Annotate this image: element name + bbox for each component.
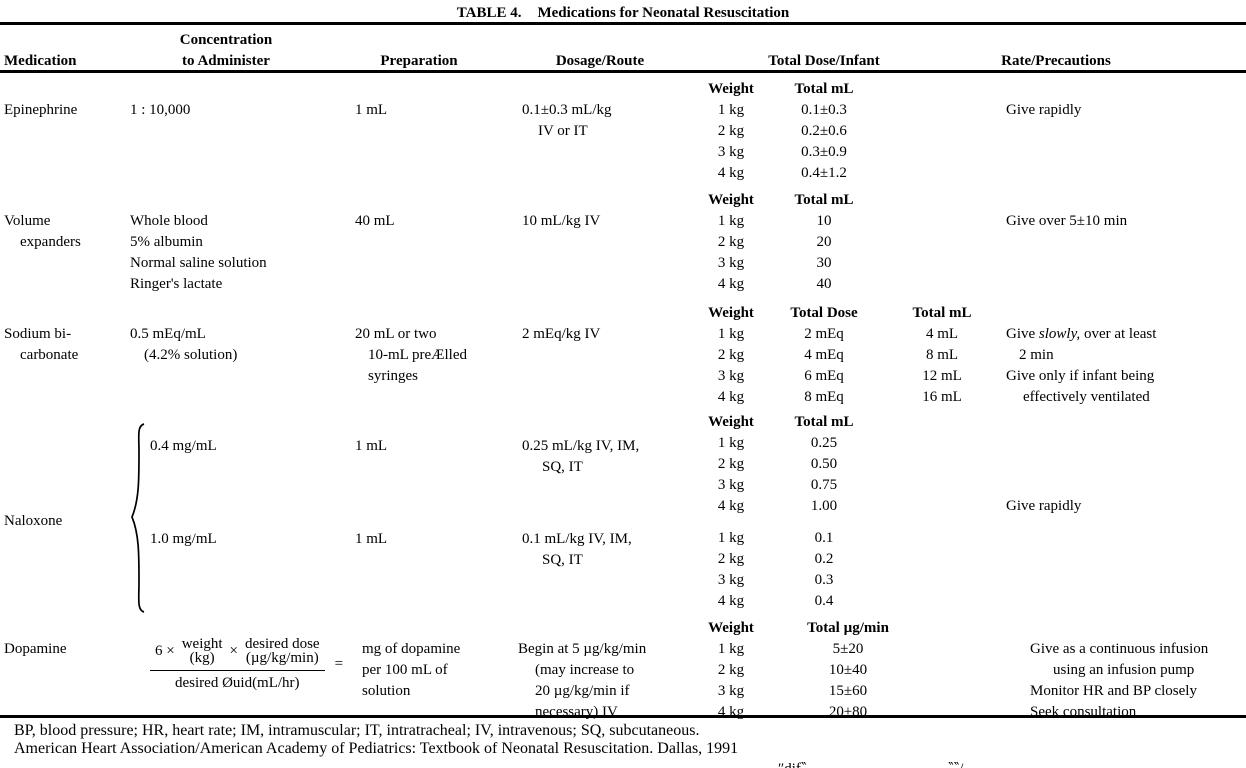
total-ml-values: 4 mL 8 mL 12 mL 16 mL — [922, 326, 962, 405]
preparation-value: mg of dopamine per 100 mL of solution — [362, 641, 461, 699]
bottom-rule — [0, 715, 1246, 718]
formula-weight-stack: weight (kg) — [181, 636, 223, 666]
col-header-preparation: Preparation — [380, 53, 458, 69]
formula-fraction: 6 × weight (kg) × desired dose (µg/kg/mi… — [150, 637, 325, 691]
total-ml-subheader: Total mL — [794, 192, 854, 208]
rate-line-4: effectively ventilated — [1023, 389, 1150, 405]
dosage-route-value: 10 mL/kg IV — [522, 213, 601, 229]
footnote-source: American Heart Association/American Acad… — [14, 740, 739, 757]
medication-name: Epinephrine — [4, 102, 78, 118]
naloxone-brace-icon — [131, 423, 145, 613]
total-ug-min-subheader: Total µg/min — [807, 620, 889, 636]
total-ml-values: 0.25 0.50 0.75 1.00 — [810, 435, 838, 514]
formula-factor: 6 × — [155, 642, 175, 659]
rate-precautions: Give over 5±10 min — [1006, 213, 1128, 229]
dosage-route-value-2: 0.1 mL/kg IV, IM, SQ, IT — [522, 531, 632, 568]
table-title-text: Medications for Neonatal Resuscitation — [537, 5, 790, 21]
rate-precautions: Give rapidly — [1006, 102, 1082, 118]
rate-precautions: Give rapidly — [1006, 498, 1082, 514]
preparation-value: 1 mL — [355, 438, 388, 454]
total-ml-subheader: Total mL — [794, 81, 854, 97]
rate-line-2: 2 min — [1019, 347, 1054, 363]
footnote-clipped-fragment-1: ″dif‶ — [778, 759, 807, 768]
weight-subheader: Weight — [708, 192, 754, 208]
total-ml-values: 0.1±0.3 0.2±0.6 0.3±0.9 0.4±1.2 — [801, 102, 847, 181]
rate-line-4: Seek consultation — [1030, 704, 1137, 720]
total-ml-values-2: 0.1 0.2 0.3 0.4 — [814, 530, 834, 609]
total-dose-subheader: Total Dose — [790, 305, 858, 321]
rate-precautions: Give slowly, over at least 2 min Give on… — [1006, 324, 1244, 408]
total-ml-values: 10 20 30 40 — [816, 213, 832, 292]
preparation-value: 20 mL or two 10-mL preÆlled syringes — [355, 326, 468, 384]
formula-denominator: desired Øuid(mL/hr) — [175, 675, 300, 691]
dopamine-dose-formula: 6 × weight (kg) × desired dose (µg/kg/mi… — [150, 637, 343, 691]
concentration-value: 0.4 mg/mL — [150, 438, 217, 454]
weight-subheader: Weight — [708, 305, 754, 321]
preparation-value: 40 mL — [355, 213, 395, 229]
weight-values: 1 kg 2 kg 3 kg 4 kg — [717, 641, 745, 720]
header-rule — [0, 70, 1246, 73]
total-ml-subheader: Total mL — [912, 305, 972, 321]
rate-lines-1-2: Give as a continuous infusion using an i… — [1030, 641, 1209, 678]
weight-values: 1 kg 2 kg 3 kg 4 kg — [717, 326, 745, 405]
medication-name: Naloxone — [4, 513, 63, 529]
rate-line-3: Monitor HR and BP closely — [1030, 683, 1197, 699]
formula-dose-stack: desired dose (µg/kg/min) — [245, 636, 320, 666]
col-header-rate: Rate/Precautions — [1001, 53, 1111, 69]
table-number: TABLE 4. — [456, 5, 522, 21]
medication-name: Volume expanders — [4, 213, 81, 250]
dosage-route-value: Begin at 5 µg/kg/min (may increase to 20… — [518, 641, 647, 720]
table-title: TABLE 4. Medications for Neonatal Resusc… — [0, 3, 1246, 24]
dosage-route-value: 2 mEq/kg IV — [522, 326, 601, 342]
top-rule — [0, 22, 1246, 25]
concentration-value: 0.5 mEq/mL (4.2% solution) — [130, 326, 238, 363]
col-header-dosage: Dosage/Route — [555, 53, 645, 69]
col-header-total-dose: Total Dose/Infant — [768, 53, 880, 69]
concentration-value: Whole blood 5% albumin Normal saline sol… — [130, 213, 267, 292]
formula-times: × — [229, 642, 239, 659]
rate-line-3: Give only if infant being — [1006, 368, 1155, 384]
weight-values: 1 kg 2 kg 3 kg 4 kg — [717, 102, 745, 181]
rate-line-1: Give slowly, over at least — [1006, 326, 1157, 342]
concentration-value-2: 1.0 mg/mL — [150, 531, 217, 547]
dosage-route-value: 0.25 mL/kg IV, IM, SQ, IT — [522, 438, 640, 475]
weight-values: 1 kg 2 kg 3 kg 4 kg — [717, 213, 745, 292]
footnote-abbreviations: BP, blood pressure; HR, heart rate; IM, … — [14, 722, 700, 739]
rate-precautions: Give as a continuous infusion using an i… — [1030, 639, 1246, 723]
total-ug-min-values: 5±20 10±40 15±60 20±80 — [828, 641, 868, 720]
formula-equals: = — [334, 655, 344, 672]
medication-name: Dopamine — [4, 641, 67, 657]
col-header-concentration: Concentration to Administer — [179, 32, 273, 69]
col-header-medication: Medication — [4, 53, 77, 69]
medication-name: Sodium bi- carbonate — [4, 326, 79, 363]
weight-subheader: Weight — [708, 620, 754, 636]
formula-numerator: 6 × weight (kg) × desired dose (µg/kg/mi… — [150, 637, 325, 671]
total-ml-subheader: Total mL — [794, 414, 854, 430]
dosage-route-value: 0.1±0.3 mL/kg IV or IT — [522, 102, 612, 139]
weight-subheader: Weight — [708, 81, 754, 97]
weight-subheader: Weight — [708, 414, 754, 430]
weight-values: 1 kg 2 kg 3 kg 4 kg — [717, 435, 745, 514]
preparation-value: 1 mL — [355, 102, 388, 118]
concentration-value: 1 : 10,000 — [130, 102, 191, 118]
total-dose-values: 2 mEq 4 mEq 6 mEq 8 mEq — [804, 326, 844, 405]
preparation-value-2: 1 mL — [355, 531, 388, 547]
footnote-clipped-fragment-2: ‶‶/ — [948, 759, 963, 768]
weight-values-2: 1 kg 2 kg 3 kg 4 kg — [717, 530, 745, 609]
